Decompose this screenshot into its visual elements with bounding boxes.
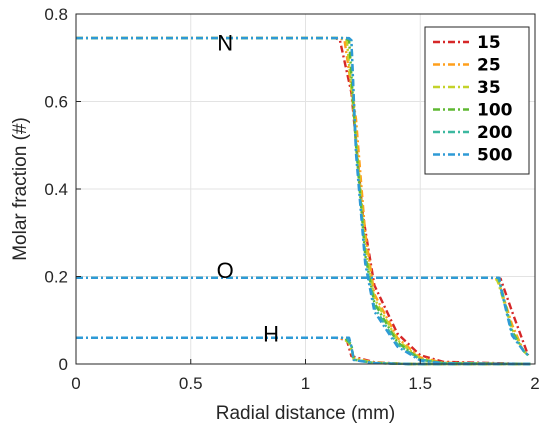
annotations: N O H xyxy=(217,30,279,346)
x-tick-label: 0.5 xyxy=(179,374,203,393)
x-tick-label: 1 xyxy=(301,374,310,393)
legend-label-15: 15 xyxy=(477,33,501,53)
legend-label-35: 35 xyxy=(477,78,501,98)
y-tick-label: 0 xyxy=(59,355,68,374)
series-line-500-N xyxy=(76,36,531,366)
legend-label-100: 100 xyxy=(477,101,513,121)
legend-box xyxy=(424,26,530,175)
x-axis-label: Radial distance (mm) xyxy=(216,403,396,424)
y-tick-label: 0.4 xyxy=(44,180,68,199)
legend-label-25: 25 xyxy=(477,56,501,76)
y-tick-label: 0.2 xyxy=(44,268,68,287)
x-tick-label: 2 xyxy=(530,374,539,393)
y-axis-label: Molar fraction (#) xyxy=(10,117,31,261)
y-tick-label: 0.6 xyxy=(44,93,68,112)
y-tick-label: 0.8 xyxy=(44,5,68,24)
x-tick-label: 1.5 xyxy=(408,374,432,393)
tick-labels: 0 0.5 1 1.5 2 0 0.2 0.4 0.6 0.8 xyxy=(44,5,539,393)
x-tick-label: 0 xyxy=(71,374,80,393)
annotation-O: O xyxy=(217,258,234,283)
annotation-H: H xyxy=(263,321,279,346)
legend-label-200: 200 xyxy=(477,123,513,143)
annotation-N: N xyxy=(217,30,233,55)
legend-label-500: 500 xyxy=(477,146,513,166)
